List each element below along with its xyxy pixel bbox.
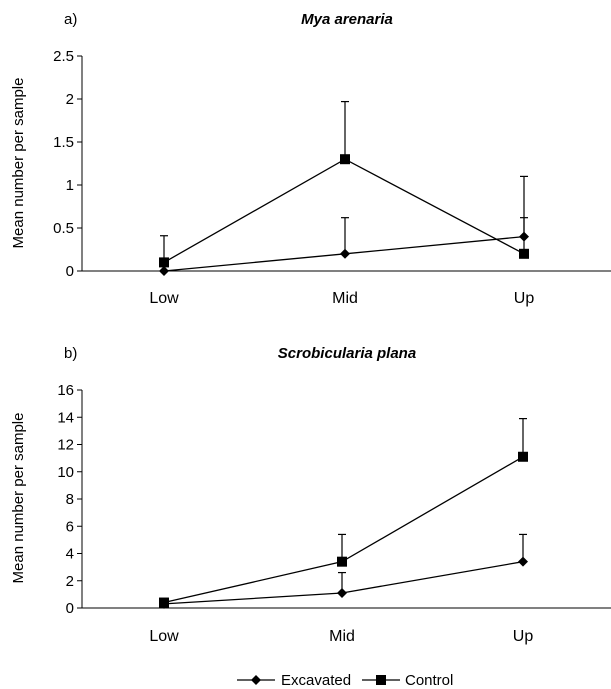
x-tick-label: Up [513, 628, 534, 645]
legend: Excavated Control [237, 672, 453, 689]
y-tick-label: 16 [57, 382, 74, 399]
panel-b: b) Scrobicularia plana Mean number per s… [10, 345, 611, 645]
series-line-excavated [163, 561, 524, 605]
data-point-excavated [340, 248, 350, 259]
y-tick-label: 14 [57, 409, 74, 426]
data-point-excavated [518, 556, 528, 567]
y-tick-label: 10 [57, 464, 74, 481]
x-tick-label: Up [514, 290, 535, 307]
y-tick-label: 8 [66, 491, 74, 508]
y-tick-label: 2.5 [53, 48, 74, 65]
panel-b-ylabel: Mean number per sample [10, 413, 27, 584]
legend-excavated-marker [251, 675, 261, 685]
y-tick-label: 2 [66, 573, 74, 590]
y-tick-label: 2 [66, 91, 74, 108]
y-tick-label: 1.5 [53, 134, 74, 151]
legend-control-label: Control [405, 672, 453, 689]
data-point-control [518, 451, 528, 462]
x-tick-label: Low [149, 290, 179, 307]
y-tick-label: 0 [66, 600, 74, 617]
panel-a-ylabel: Mean number per sample [10, 78, 27, 249]
data-point-control [519, 248, 529, 259]
data-point-excavated [519, 231, 529, 242]
legend-excavated-label: Excavated [281, 672, 351, 689]
panel-b-title: Scrobicularia plana [278, 345, 416, 362]
data-point-control [159, 597, 169, 608]
data-point-excavated [159, 266, 169, 276]
data-point-control [159, 257, 169, 268]
panel-a-label: a) [64, 11, 77, 28]
y-tick-label: 12 [57, 437, 74, 454]
series-line-control [163, 456, 524, 604]
y-tick-label: 0 [66, 263, 74, 280]
y-tick-label: 0.5 [53, 220, 74, 237]
panel-b-label: b) [64, 345, 77, 362]
legend-control-marker [376, 675, 386, 685]
panel-a-title: Mya arenaria [301, 11, 393, 28]
x-tick-label: Mid [332, 290, 358, 307]
x-tick-label: Low [149, 628, 179, 645]
y-tick-label: 1 [66, 177, 74, 194]
data-point-control [340, 154, 350, 165]
data-point-control [337, 556, 347, 567]
series-line-control [163, 158, 525, 263]
y-tick-label: 4 [66, 546, 74, 563]
panel-a: a) Mya arenaria Mean number per sample 0… [10, 11, 611, 307]
y-tick-label: 6 [66, 518, 74, 535]
data-point-excavated [337, 588, 347, 599]
x-tick-label: Mid [329, 628, 355, 645]
